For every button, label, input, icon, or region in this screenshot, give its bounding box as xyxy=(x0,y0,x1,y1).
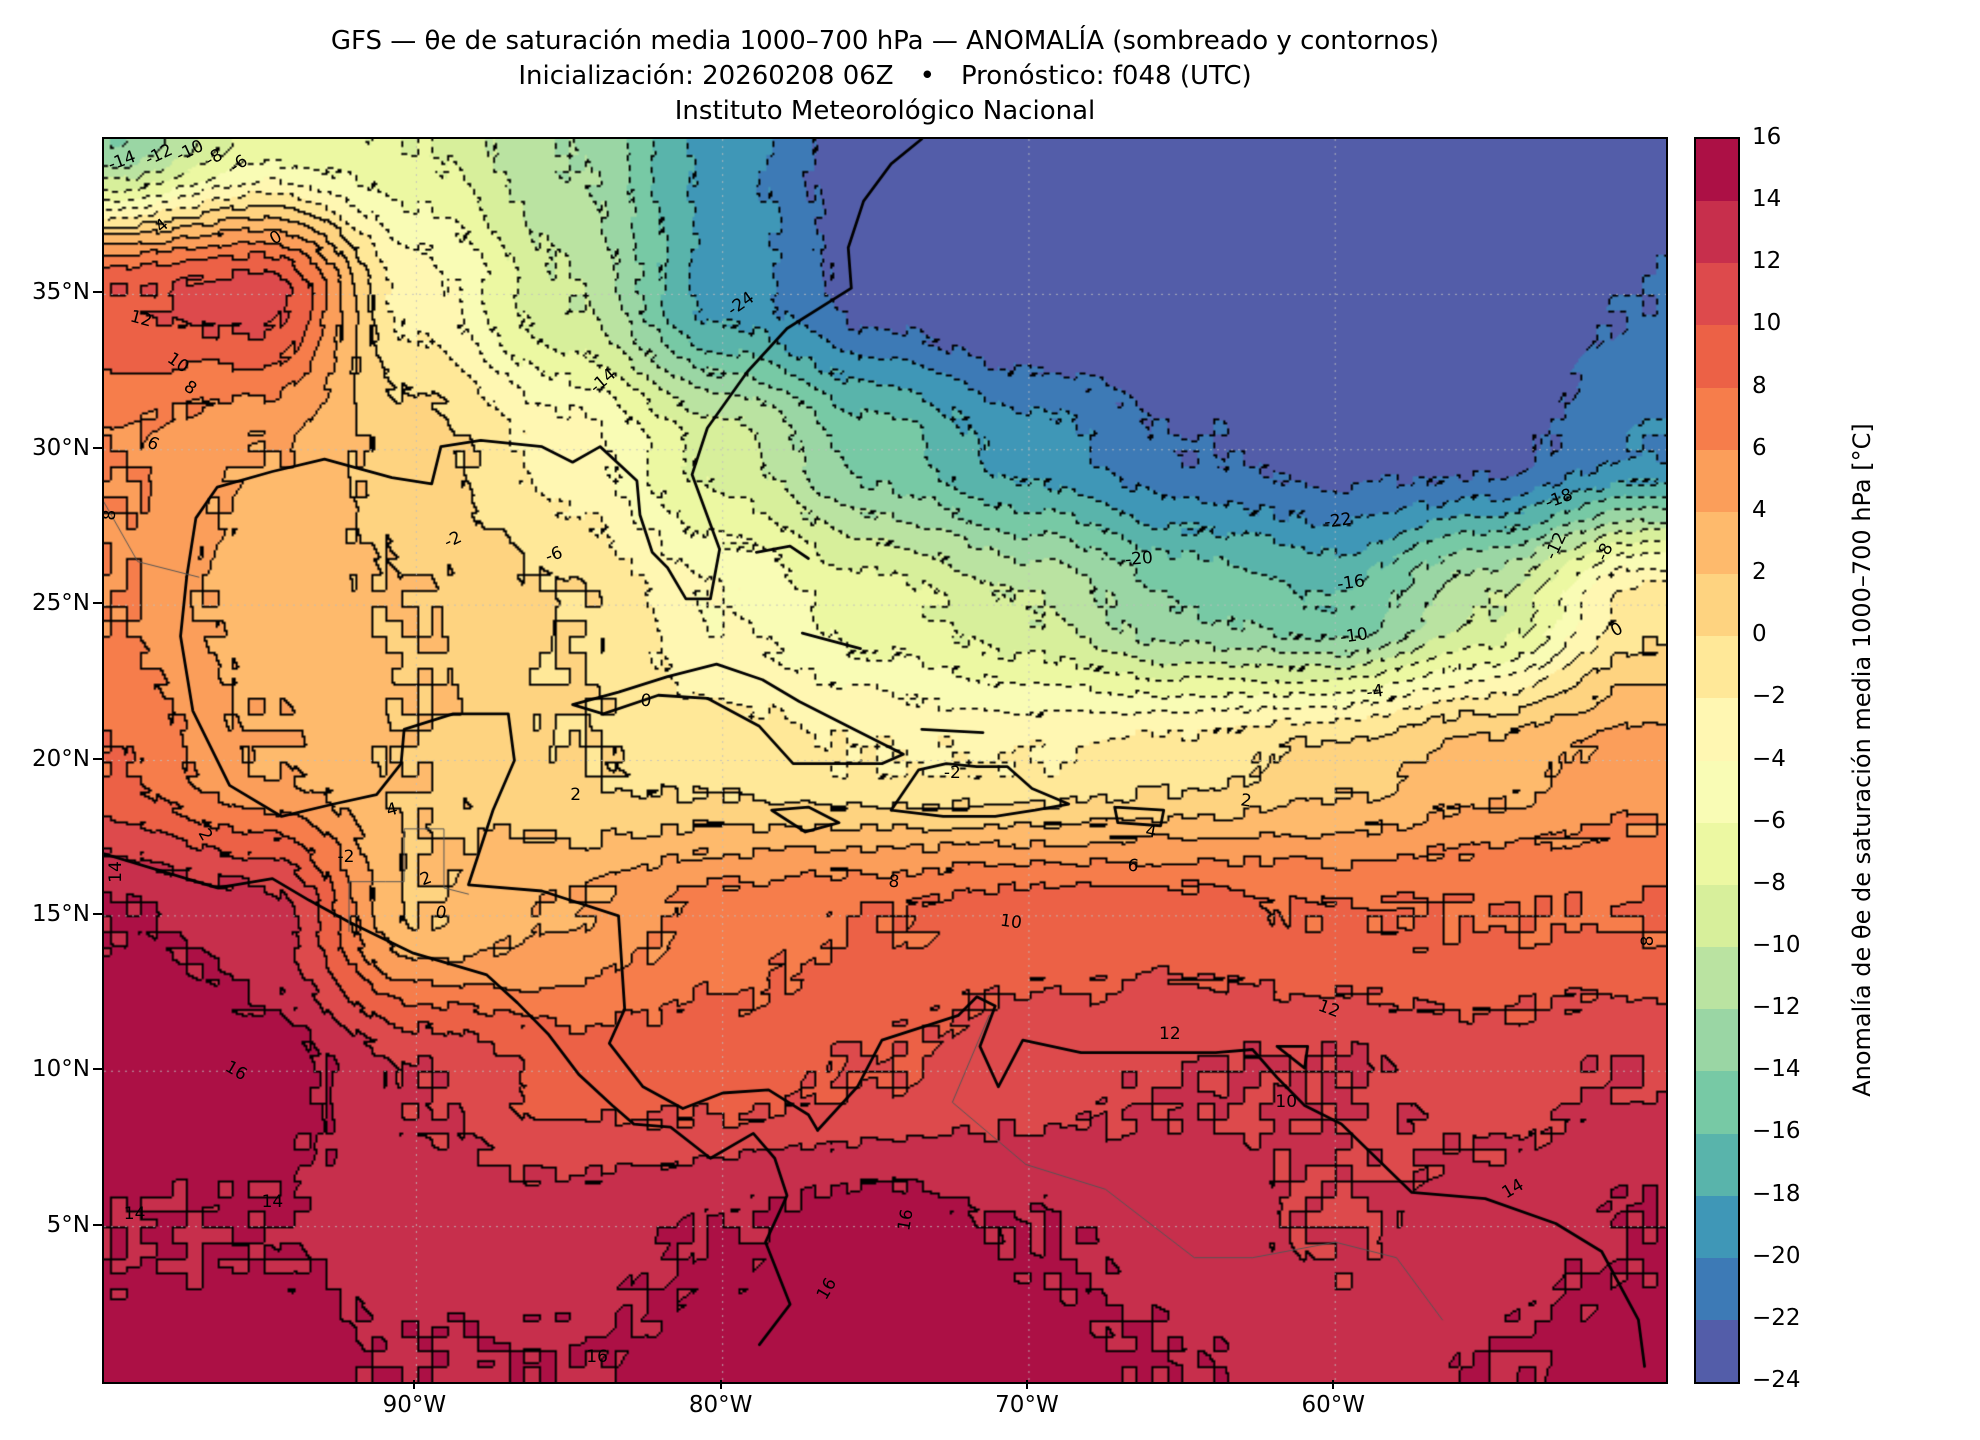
colorbar-swatch xyxy=(1696,201,1738,264)
colorbar-tick-label: −16 xyxy=(1752,1118,1801,1145)
colorbar-tick-label: −18 xyxy=(1752,1180,1801,1207)
y-tick-mark xyxy=(93,1223,102,1226)
y-tick-label: 20°N xyxy=(32,745,90,772)
colorbar-swatch xyxy=(1696,1071,1738,1134)
title-block: GFS — θe de saturación media 1000–700 hP… xyxy=(102,24,1668,129)
colorbar-tick-label: 8 xyxy=(1752,372,1767,399)
contour-label: 14 xyxy=(261,1191,284,1212)
x-tick-label: 70°W xyxy=(995,1392,1059,1418)
colorbar-swatch xyxy=(1696,698,1738,761)
colorbar-tick-label: −2 xyxy=(1752,683,1786,710)
x-tick-label: 90°W xyxy=(382,1392,447,1418)
colorbar-tick-label: 4 xyxy=(1752,496,1767,523)
y-tick-label: 30°N xyxy=(32,434,90,461)
colorbar-swatch xyxy=(1696,574,1738,637)
y-tick-mark xyxy=(93,291,102,294)
y-tick-mark xyxy=(93,446,102,449)
y-tick-label: 5°N xyxy=(46,1211,90,1238)
x-tick-label: 60°W xyxy=(1301,1392,1365,1418)
contour-label: 8 xyxy=(99,508,121,522)
colorbar-swatch xyxy=(1696,1133,1738,1196)
chart-title: GFS — θe de saturación media 1000–700 hP… xyxy=(330,26,1440,56)
colorbar-swatch xyxy=(1696,884,1738,948)
contour-label: -22 xyxy=(1323,509,1354,534)
contour-label: -16 xyxy=(1335,571,1366,596)
colorbar-swatch xyxy=(1696,263,1738,326)
colorbar-tick-label: 10 xyxy=(1752,310,1782,337)
colorbar-tick-label: −14 xyxy=(1752,1056,1801,1083)
colorbar-label: Anomalía de θe de saturación media 1000–… xyxy=(1848,423,1876,1097)
contour-label: 12 xyxy=(1159,1023,1181,1044)
contour-label: 0 xyxy=(639,691,653,712)
contour-label: -2 xyxy=(943,762,961,783)
colorbar-swatch xyxy=(1696,139,1738,202)
y-tick-mark xyxy=(93,602,102,605)
y-tick-label: 35°N xyxy=(32,279,90,306)
y-tick-label: 25°N xyxy=(32,590,90,617)
colorbar-swatch xyxy=(1696,325,1738,388)
colorbar-swatch xyxy=(1696,387,1738,450)
contour-label: 14 xyxy=(106,861,127,884)
colorbar-tick-label: −10 xyxy=(1752,931,1801,958)
colorbar-swatch xyxy=(1696,1195,1738,1258)
colorbar-swatch xyxy=(1696,449,1738,512)
colorbar-swatch xyxy=(1696,822,1738,885)
chart-institution: Instituto Meteorológico Nacional xyxy=(674,96,1096,126)
contour-label: 16 xyxy=(586,1347,608,1368)
contour-label: -4 xyxy=(1365,681,1385,704)
colorbar xyxy=(1694,137,1740,1384)
colorbar-tick-label: −20 xyxy=(1752,1242,1801,1269)
colorbar-tick-label: −8 xyxy=(1752,869,1786,896)
contour-label: -20 xyxy=(1124,547,1154,570)
colorbar-swatch xyxy=(1696,511,1738,575)
colorbar-swatch xyxy=(1696,1009,1738,1072)
colorbar-swatch xyxy=(1696,1319,1738,1383)
contour-label: -2 xyxy=(337,846,355,867)
contour-label: 8 xyxy=(887,871,901,893)
contour-label: 10 xyxy=(998,910,1023,934)
y-tick-mark xyxy=(93,757,102,760)
colorbar-tick-label: −6 xyxy=(1752,807,1786,834)
map-plot: -14 -12 -10 -8 -6 4 0 12 10 8 6 8 -2 -6 -14 -24 -22 -20 -1… xyxy=(99,136,1668,1384)
contour-label: 8 xyxy=(1637,935,1658,947)
x-tick-mark xyxy=(1332,1380,1335,1389)
x-tick-mark xyxy=(1025,1380,1028,1389)
y-tick-mark xyxy=(93,912,102,915)
colorbar-tick-label: −4 xyxy=(1752,745,1786,772)
colorbar-tick-label: −12 xyxy=(1752,994,1801,1021)
colorbar-swatch xyxy=(1696,1257,1738,1320)
x-tick-mark xyxy=(719,1380,722,1389)
colorbar-swatch xyxy=(1696,947,1738,1010)
colorbar-tick-label: 0 xyxy=(1752,621,1767,648)
colorbar-tick-label: 14 xyxy=(1752,186,1782,213)
x-tick-label: 80°W xyxy=(688,1392,753,1418)
colorbar-tick-label: 6 xyxy=(1752,434,1767,461)
colorbar-swatch xyxy=(1696,760,1738,823)
contour-label: -10 xyxy=(1338,624,1369,649)
y-tick-label: 10°N xyxy=(32,1056,90,1083)
x-tick-mark xyxy=(413,1380,416,1389)
colorbar-tick-label: 2 xyxy=(1752,559,1767,586)
colorbar-tick-label: −24 xyxy=(1752,1367,1801,1393)
colorbar-tick-label: 12 xyxy=(1752,248,1782,275)
contour-label: 10 xyxy=(1275,1092,1298,1113)
y-tick-label: 15°N xyxy=(32,900,90,927)
colorbar-tick-label: 16 xyxy=(1752,124,1782,150)
colorbar-tick-label: −22 xyxy=(1752,1304,1801,1331)
contour-label: 14 xyxy=(123,1204,146,1225)
coastline-gridline-canvas xyxy=(104,139,1666,1382)
contour-label: 2 xyxy=(570,784,582,805)
colorbar-swatch xyxy=(1696,636,1738,699)
y-tick-mark xyxy=(93,1068,102,1071)
chart-subtitle: Inicialización: 20260208 06Z • Pronóstic… xyxy=(518,61,1252,91)
